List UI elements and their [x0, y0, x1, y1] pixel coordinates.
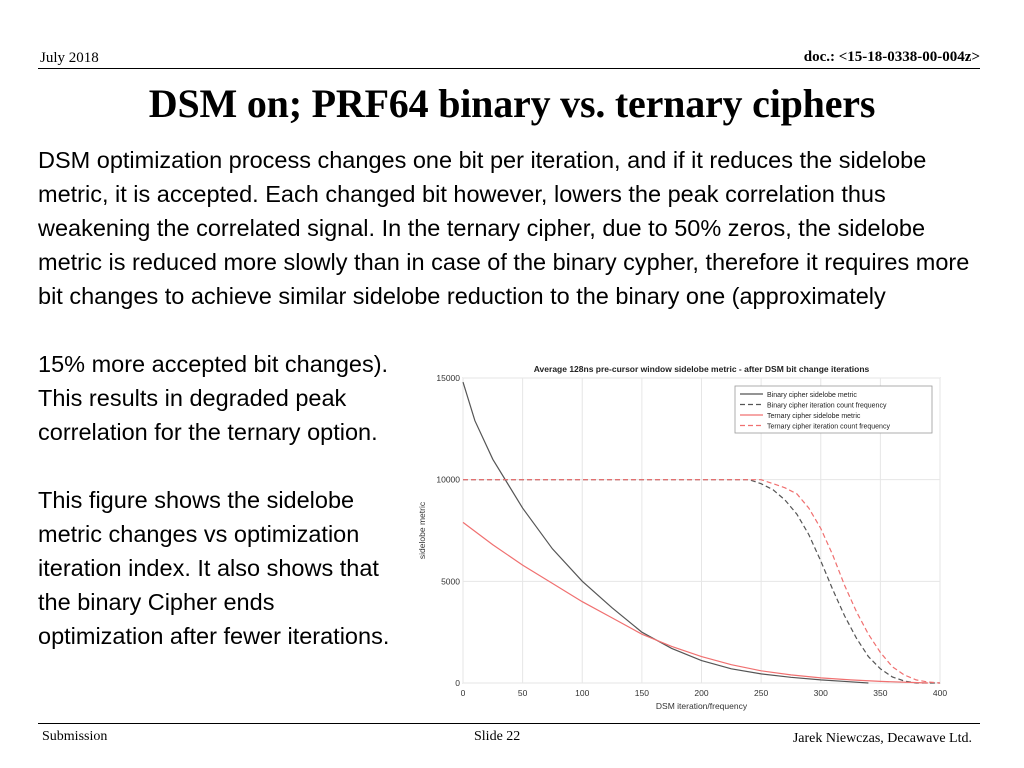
chart-title: Average 128ns pre-cursor window sidelobe…: [534, 364, 870, 374]
legend-entry: Ternary cipher iteration count frequency: [767, 424, 890, 431]
x-tick-label: 350: [873, 688, 887, 698]
body-paragraph: DSM optimization process changes one bit…: [38, 147, 970, 309]
slide-title: DSM on; PRF64 binary vs. ternary ciphers: [148, 81, 876, 126]
x-tick-label: 400: [933, 688, 947, 698]
y-tick-label: 10000: [436, 475, 460, 485]
side-paragraph-1: 15% more accepted bit changes). This res…: [38, 351, 389, 445]
x-tick-label: 300: [814, 688, 828, 698]
y-tick-label: 0: [455, 678, 460, 688]
series-line-4: [463, 479, 941, 684]
legend-entry: Binary cipher iteration count frequency: [767, 403, 887, 410]
x-tick-label: 200: [694, 688, 708, 698]
side-text: 15% more accepted bit changes). This res…: [38, 347, 398, 653]
footer-slide-number: Slide 22: [474, 729, 521, 744]
legend-entry: Ternary cipher sidelobe metric: [767, 413, 861, 420]
y-axis-label: sidelobe metric: [417, 501, 427, 559]
x-tick-label: 100: [575, 688, 589, 698]
header-date: July 2018: [40, 50, 99, 66]
series-line-2: [463, 479, 940, 684]
footer-submission: Submission: [42, 729, 108, 744]
x-tick-label: 250: [754, 688, 768, 698]
x-tick-label: 150: [635, 688, 649, 698]
footer-author: Jarek Niewczas, Decawave Ltd.: [792, 731, 972, 746]
legend-entry: Binary cipher sidelobe metric: [767, 392, 857, 399]
footer-divider: [38, 723, 980, 724]
series-line-3: [462, 521, 929, 684]
header-doc-id: doc.: <15-18-0338-00-004z>: [803, 49, 980, 65]
side-paragraph-2: This figure shows the sidelobe metric ch…: [38, 487, 390, 649]
y-tick-label: 15000: [436, 373, 460, 383]
legend-box: [734, 385, 933, 434]
chart-svg: 0 50 100 150 200 250 300 350 400 0 5000 10000 15000 A…: [417, 364, 947, 711]
header-divider: [38, 68, 980, 69]
x-tick-label: 0: [461, 688, 466, 698]
sidelobe-chart: 0 50 100 150 200 250 300 350 400 0 5000 10000 15000 A…: [405, 355, 960, 715]
x-axis-label: DSM iteration/frequency: [656, 701, 748, 711]
y-tick-label: 5000: [441, 576, 460, 586]
x-tick-label: 50: [518, 688, 528, 698]
